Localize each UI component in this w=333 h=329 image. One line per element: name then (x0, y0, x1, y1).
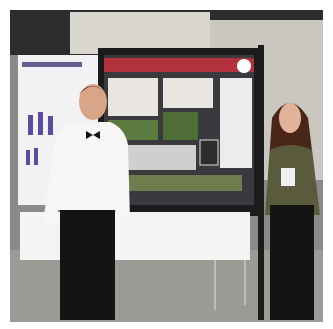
poster-table (124, 145, 196, 170)
woman-head (279, 103, 301, 133)
poster-text (163, 78, 213, 108)
back-wall (70, 12, 210, 54)
poster-logo (237, 59, 251, 73)
man-hair (79, 86, 107, 95)
poster-photo (163, 112, 198, 140)
board-stand (258, 45, 264, 320)
poster-photo (199, 139, 219, 166)
man-head (79, 84, 107, 120)
poster-photo-strip (124, 175, 242, 191)
poster-bar (48, 116, 53, 135)
name-badge (281, 168, 295, 186)
man-shirt (43, 122, 130, 225)
poster-bar (38, 112, 43, 135)
bow-tie (86, 131, 100, 139)
poster-bar (26, 150, 30, 165)
table-cloth (20, 212, 250, 260)
poster-bar (34, 148, 38, 165)
poster-heading (22, 62, 82, 67)
woman-pants (270, 205, 314, 320)
poster-header (104, 58, 254, 72)
poster-text (108, 78, 158, 116)
poster-bar (28, 115, 33, 135)
man-pants (60, 205, 115, 320)
poster-charts (220, 78, 252, 168)
